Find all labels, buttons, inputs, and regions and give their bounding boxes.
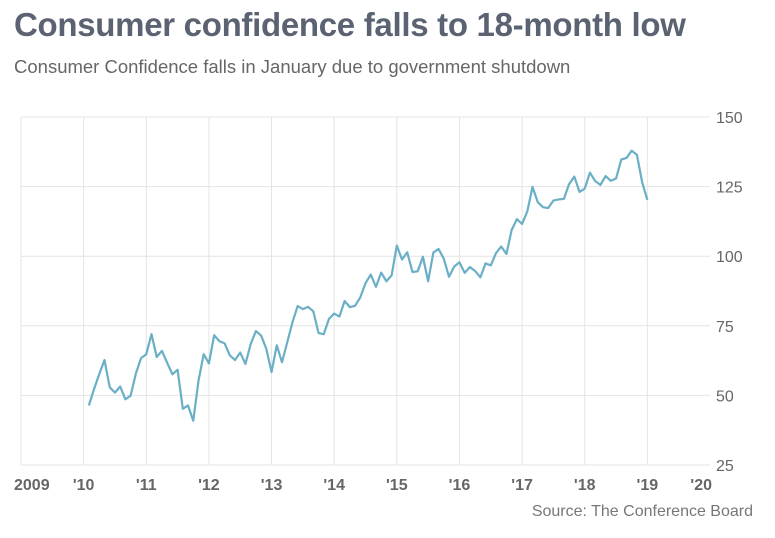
y-tick-label: 100 <box>716 249 743 266</box>
chart-subtitle: Consumer Confidence falls in January due… <box>14 56 571 77</box>
data-line <box>87 149 649 422</box>
chart-title: Consumer confidence falls to 18-month lo… <box>14 6 686 43</box>
x-tick-label: '15 <box>386 477 408 494</box>
y-tick-label: 50 <box>716 388 734 405</box>
x-tick-label: '11 <box>136 477 157 494</box>
y-tick-label: 25 <box>716 458 734 475</box>
x-tick-label: '12 <box>198 477 220 494</box>
x-tick-label: '14 <box>323 477 345 494</box>
y-tick-label: 75 <box>716 319 734 336</box>
x-tick-label: '19 <box>637 477 659 494</box>
x-tick-label: '18 <box>574 477 596 494</box>
x-tick-label: '16 <box>449 477 471 494</box>
x-tick-label: '10 <box>73 477 95 494</box>
x-tick-label: '17 <box>511 477 533 494</box>
x-tick-label: '13 <box>261 477 283 494</box>
x-tick-label: 2009 <box>14 477 50 494</box>
y-tick-label: 150 <box>716 110 743 127</box>
x-tick-label: '20 <box>690 477 712 494</box>
y-tick-label: 125 <box>716 180 743 197</box>
source-note: Source: The Conference Board <box>531 503 753 520</box>
